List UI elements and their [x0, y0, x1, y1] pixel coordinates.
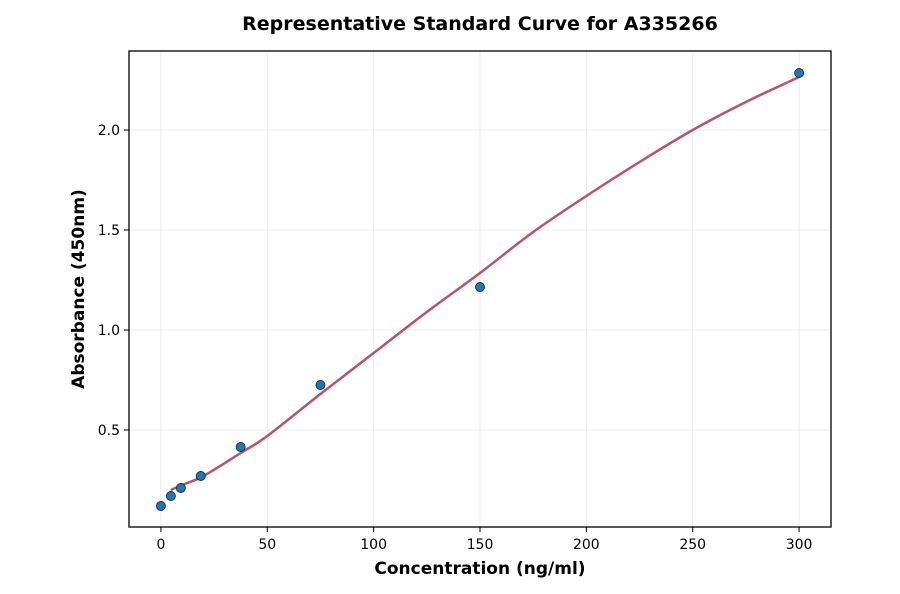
x-tick-label: 300 — [786, 537, 813, 553]
fitted-curve — [170, 75, 800, 492]
x-tick-label: 250 — [679, 537, 706, 553]
y-tick-label: 1.5 — [98, 223, 120, 239]
x-axis-label: Concentration (ng/ml) — [374, 559, 585, 579]
data-point — [155, 501, 166, 511]
data-point — [475, 282, 485, 292]
y-tick-label: 2.0 — [98, 123, 120, 139]
y-tick-label: 1.0 — [98, 323, 120, 339]
data-point — [794, 68, 805, 78]
data-point — [235, 442, 246, 452]
x-tick-label: 50 — [258, 537, 276, 553]
y-tick-label: 0.5 — [98, 423, 120, 439]
x-tick-label: 150 — [467, 537, 494, 553]
data-point — [165, 491, 176, 501]
x-tick-label: 0 — [156, 537, 165, 553]
fitted-curve-line — [170, 75, 800, 492]
data-point — [175, 483, 186, 493]
data-point — [315, 380, 326, 390]
y-axis: 0.5 1.0 1.5 2.0 — [98, 123, 129, 439]
y-axis-label: Absorbance (450nm) — [69, 189, 89, 389]
x-tick-label: 200 — [573, 537, 600, 553]
data-point — [195, 471, 206, 481]
data-points — [155, 68, 805, 511]
x-tick-label: 100 — [360, 537, 387, 553]
chart-title: Representative Standard Curve for A33526… — [242, 13, 718, 35]
x-axis: 0 50 100 150 200 250 300 — [156, 527, 812, 553]
